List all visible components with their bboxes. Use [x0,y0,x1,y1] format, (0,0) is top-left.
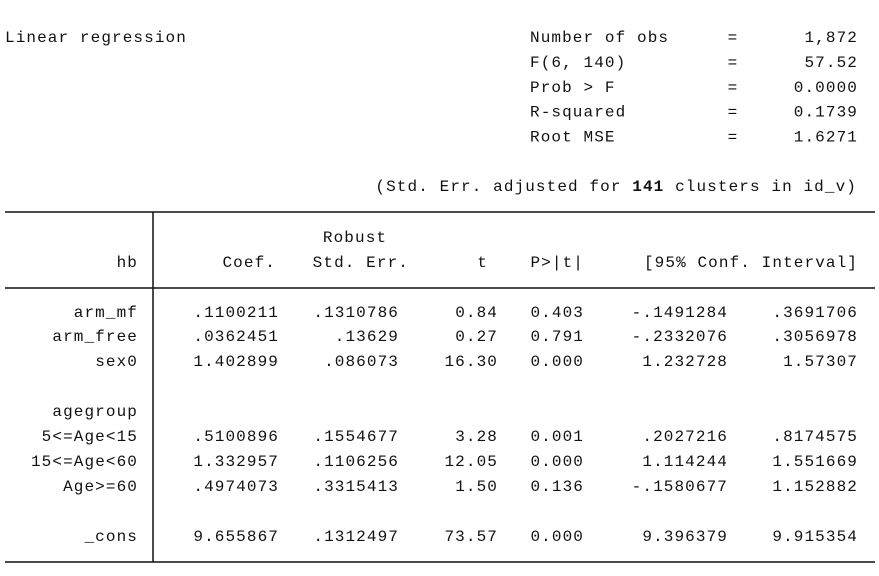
cell: 1.114244 [642,453,728,471]
cell: -.1580677 [632,478,728,496]
column-header: Std. Err. [313,254,409,272]
cell: 1.402899 [193,353,279,371]
stat-label: F(6, 140) [530,54,626,72]
cell: .2027216 [642,428,728,446]
column-header: P>|t| [530,254,584,272]
robust-header: Robust [323,229,387,247]
cell: 9.915354 [772,528,858,546]
cell: 1.152882 [772,478,858,496]
row-label: _cons [83,528,138,546]
cell: .1554677 [313,428,399,446]
cell: .1106256 [313,453,399,471]
cell: 0.000 [530,453,584,471]
stat-value: 0.1739 [794,104,858,122]
cell: 0.84 [455,304,498,322]
cell: 3.28 [455,428,498,446]
stat-equals: = [728,29,739,47]
cell: 1.57307 [783,353,858,371]
row-label: arm_free [52,328,138,346]
stat-value: 1.6271 [794,128,858,146]
cell: 9.655867 [193,528,279,546]
cell: .4974073 [193,478,279,496]
note-prefix: (Std. Err. adjusted for [375,178,621,196]
stat-equals: = [728,54,739,72]
cell: 16.30 [444,353,498,371]
row-label: 15<=Age<60 [31,453,138,471]
stat-value: 57.52 [804,54,858,72]
note-suffix: clusters in id_v) [675,178,857,196]
cell: .8174575 [772,428,858,446]
column-header: [95% Conf. Interval] [644,254,858,272]
cell: 1.332957 [193,453,279,471]
row-label: Age>=60 [63,478,138,496]
stat-label: Number of obs [530,29,669,47]
row-label: 5<=Age<15 [42,428,138,446]
column-header: t [477,254,488,272]
cell: .1312497 [313,528,399,546]
cell: .0362451 [193,328,279,346]
note-clusters: 141 [632,178,664,196]
stat-label: R-squared [530,104,626,122]
cell: .3056978 [772,328,858,346]
stat-label: Prob > F [530,79,616,97]
stat-equals: = [728,104,739,122]
cell: .3315413 [313,478,399,496]
cell: .13629 [335,328,399,346]
cell: 1.551669 [772,453,858,471]
column-header: hb [117,254,138,272]
stat-equals: = [728,79,739,97]
cell: .5100896 [193,428,279,446]
cell: .1310786 [313,304,399,322]
cell: -.1491284 [632,304,728,322]
cell: 0.403 [530,304,584,322]
column-header: Coef. [222,254,276,272]
stat-value: 1,872 [804,29,858,47]
cell: 73.57 [444,528,498,546]
cell: .1100211 [193,304,279,322]
cell: 0.27 [455,328,498,346]
stat-label: Root MSE [530,128,616,146]
title: Linear regression [5,29,187,47]
stat-equals: = [728,128,739,146]
cell: 1.50 [455,478,498,496]
cell: 1.232728 [642,353,728,371]
cell: 0.791 [530,328,584,346]
cluster-note: (Std. Err. adjusted for 141 clusters in … [375,178,857,196]
row-label: agegroup [52,403,138,421]
cell: -.2332076 [632,328,728,346]
cell: 0.136 [530,478,584,496]
row-label: arm_mf [74,304,138,322]
cell: 0.001 [530,428,584,446]
stat-value: 0.0000 [794,79,858,97]
cell: 0.000 [530,353,584,371]
cell: 0.000 [530,528,584,546]
cell: .086073 [324,353,399,371]
row-label: sex0 [95,353,138,371]
cell: 12.05 [444,453,498,471]
cell: .3691706 [772,304,858,322]
cell: 9.396379 [642,528,728,546]
